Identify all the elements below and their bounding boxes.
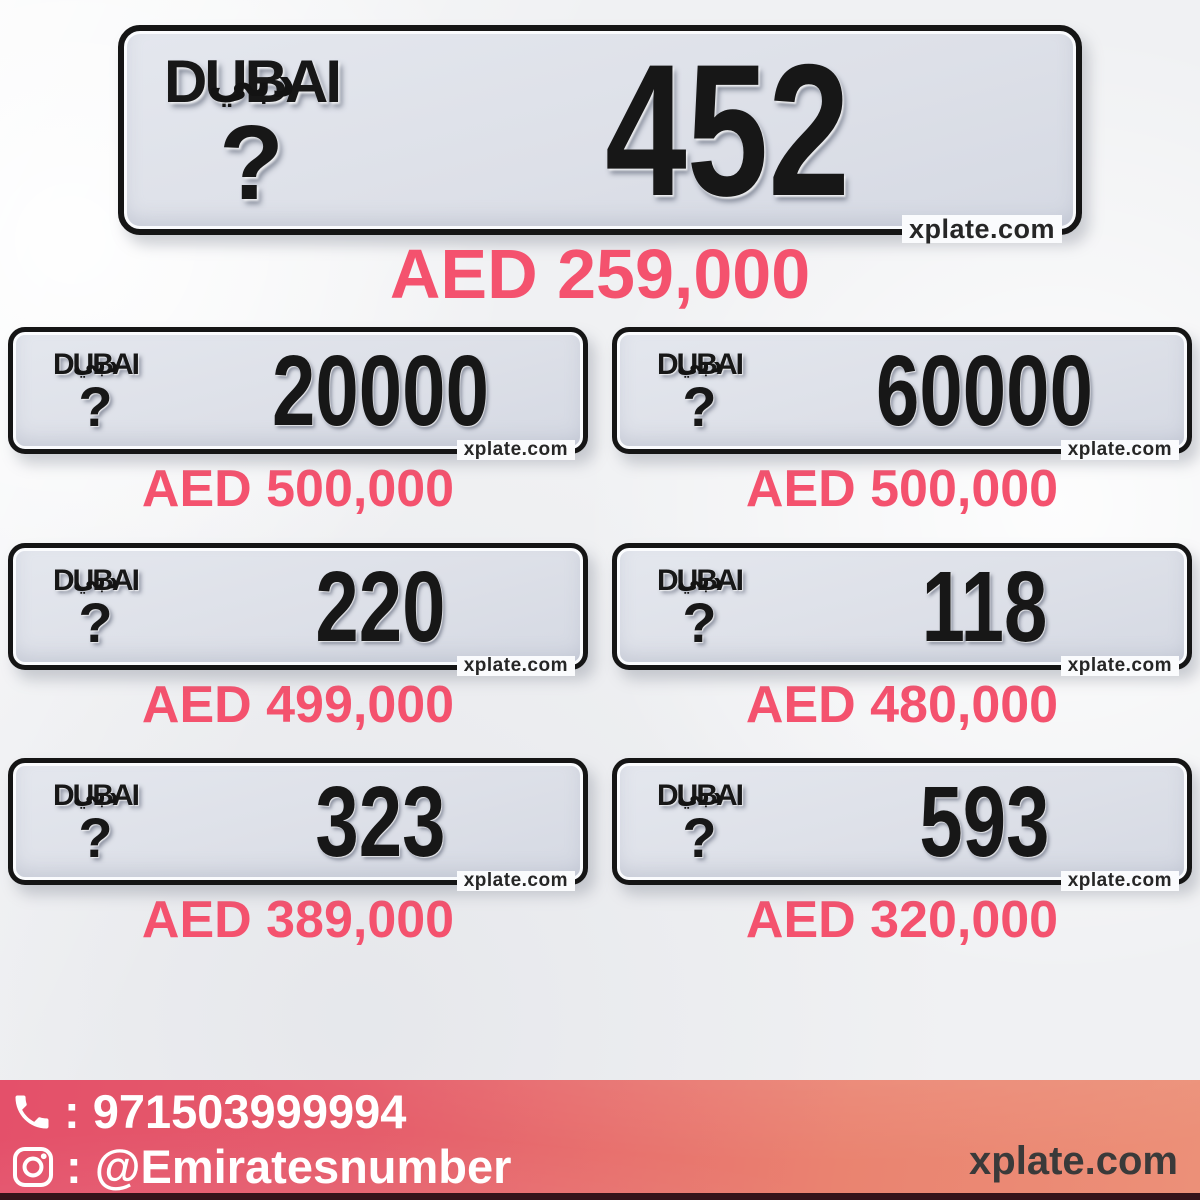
dubai-logo-latin: DUBAI bbox=[53, 564, 140, 598]
plate-code: ? bbox=[78, 375, 113, 439]
license-plate: DUBAI دبي ? 220 xplate.com bbox=[8, 543, 588, 676]
contact-block: : 971503999994 : @Emiratesnumber bbox=[10, 1084, 511, 1194]
plate-watermark: xplate.com bbox=[456, 440, 575, 460]
plate-price: AED 499,000 bbox=[141, 676, 455, 734]
plate-emirate-block: DUBAI دبي ? bbox=[13, 564, 178, 655]
plate-watermark: xplate.com bbox=[456, 871, 575, 891]
dubai-logo: DUBAI دبي bbox=[164, 47, 342, 115]
plate-emirate-block: DUBAI دبي ? bbox=[617, 348, 782, 439]
dubai-logo-arabic: دبي bbox=[72, 781, 119, 809]
plate-code: ? bbox=[78, 591, 113, 655]
plate-emirate-block: DUBAI دبي ? bbox=[13, 348, 178, 439]
plate-emirate-block: DUBAI دبي ? bbox=[617, 564, 782, 655]
plate-listing: DUBAI دبي ? 60000 xplate.com AED 500,000 bbox=[612, 327, 1192, 516]
dubai-logo: DUBAI دبي bbox=[657, 348, 744, 382]
plate-number: 323 bbox=[315, 765, 446, 878]
plate-watermark: xplate.com bbox=[901, 214, 1062, 243]
plate-code: ? bbox=[682, 806, 717, 870]
site-name: xplate.com bbox=[969, 1139, 1178, 1183]
instagram-contact: : @Emiratesnumber bbox=[10, 1139, 511, 1194]
license-plate: DUBAI دبي ? 20000 xplate.com bbox=[8, 327, 588, 460]
license-plate: DUBAI دبي ? 118 xplate.com bbox=[612, 543, 1192, 676]
plate-price: AED 389,000 bbox=[141, 891, 455, 949]
dubai-logo: DUBAI دبي bbox=[657, 779, 744, 813]
plate-price: AED 500,000 bbox=[141, 460, 455, 518]
plate-emirate-block: DUBAI دبي ? bbox=[617, 779, 782, 870]
dubai-logo-arabic: دبي bbox=[676, 781, 723, 809]
license-plate: DUBAI دبي ? 323 xplate.com bbox=[8, 758, 588, 891]
plate-listing: DUBAI دبي ? 593 xplate.com AED 320,000 bbox=[612, 758, 1192, 947]
phone-number: : 971503999994 bbox=[64, 1085, 407, 1138]
plate-watermark: xplate.com bbox=[456, 656, 575, 676]
plate-listing: DUBAI دبي ? 118 xplate.com AED 480,000 bbox=[612, 543, 1192, 732]
plate-code: ? bbox=[78, 806, 113, 870]
plate-watermark: xplate.com bbox=[1060, 440, 1179, 460]
dubai-logo-arabic: دبي bbox=[72, 350, 119, 378]
plate-price: AED 259,000 bbox=[389, 235, 811, 313]
plate-listing: DUBAI دبي ? 20000 xplate.com AED 500,000 bbox=[8, 327, 588, 516]
plate-emirate-block: DUBAI دبي ? bbox=[124, 47, 379, 222]
instagram-handle: : @Emiratesnumber bbox=[66, 1140, 512, 1193]
phone-icon bbox=[10, 1090, 54, 1134]
plate-listing: DUBAI دبي ? 323 xplate.com AED 389,000 bbox=[8, 758, 588, 947]
license-plate: DUBAI دبي ? 593 xplate.com bbox=[612, 758, 1192, 891]
plate-number: 452 bbox=[605, 25, 850, 235]
dubai-logo-arabic: دبي bbox=[676, 566, 723, 594]
dubai-logo: DUBAI دبي bbox=[657, 564, 744, 598]
dubai-logo: DUBAI دبي bbox=[53, 779, 140, 813]
dubai-logo-latin: DUBAI bbox=[657, 564, 744, 598]
footer-banner: : 971503999994 : @Emiratesnumber xplate.… bbox=[0, 1080, 1200, 1200]
plate-code: ? bbox=[682, 591, 717, 655]
plate-listing: DUBAI دبي ? 220 xplate.com AED 499,000 bbox=[8, 543, 588, 732]
plate-watermark: xplate.com bbox=[1060, 871, 1179, 891]
plate-number: 60000 bbox=[876, 334, 1093, 447]
dubai-logo-arabic: دبي bbox=[72, 566, 119, 594]
featured-license-plate: DUBAI دبي ? 452 xplate.com bbox=[118, 25, 1082, 243]
plate-number: 118 bbox=[921, 550, 1048, 663]
dubai-logo: DUBAI دبي bbox=[53, 564, 140, 598]
dubai-logo-latin: DUBAI bbox=[657, 779, 744, 813]
plate-number: 593 bbox=[919, 765, 1050, 878]
instagram-icon bbox=[10, 1144, 56, 1190]
dubai-logo-arabic: دبي bbox=[676, 350, 723, 378]
license-plate: DUBAI دبي ? 60000 xplate.com bbox=[612, 327, 1192, 460]
plate-price: AED 480,000 bbox=[745, 676, 1059, 734]
dubai-logo-latin: DUBAI bbox=[53, 779, 140, 813]
plate-code: ? bbox=[682, 375, 717, 439]
dubai-logo: DUBAI دبي bbox=[53, 348, 140, 382]
dubai-logo-arabic: دبي bbox=[207, 52, 296, 107]
plate-number: 20000 bbox=[272, 334, 489, 447]
plate-emirate-block: DUBAI دبي ? bbox=[13, 779, 178, 870]
plate-watermark: xplate.com bbox=[1060, 656, 1179, 676]
plate-code: ? bbox=[219, 103, 284, 222]
dubai-logo-latin: DUBAI bbox=[164, 47, 342, 115]
plate-price: AED 320,000 bbox=[745, 891, 1059, 949]
plate-number: 220 bbox=[315, 550, 446, 663]
phone-contact: : 971503999994 bbox=[10, 1084, 511, 1139]
plate-price: AED 500,000 bbox=[745, 460, 1059, 518]
dubai-logo-latin: DUBAI bbox=[657, 348, 744, 382]
dubai-logo-latin: DUBAI bbox=[53, 348, 140, 382]
